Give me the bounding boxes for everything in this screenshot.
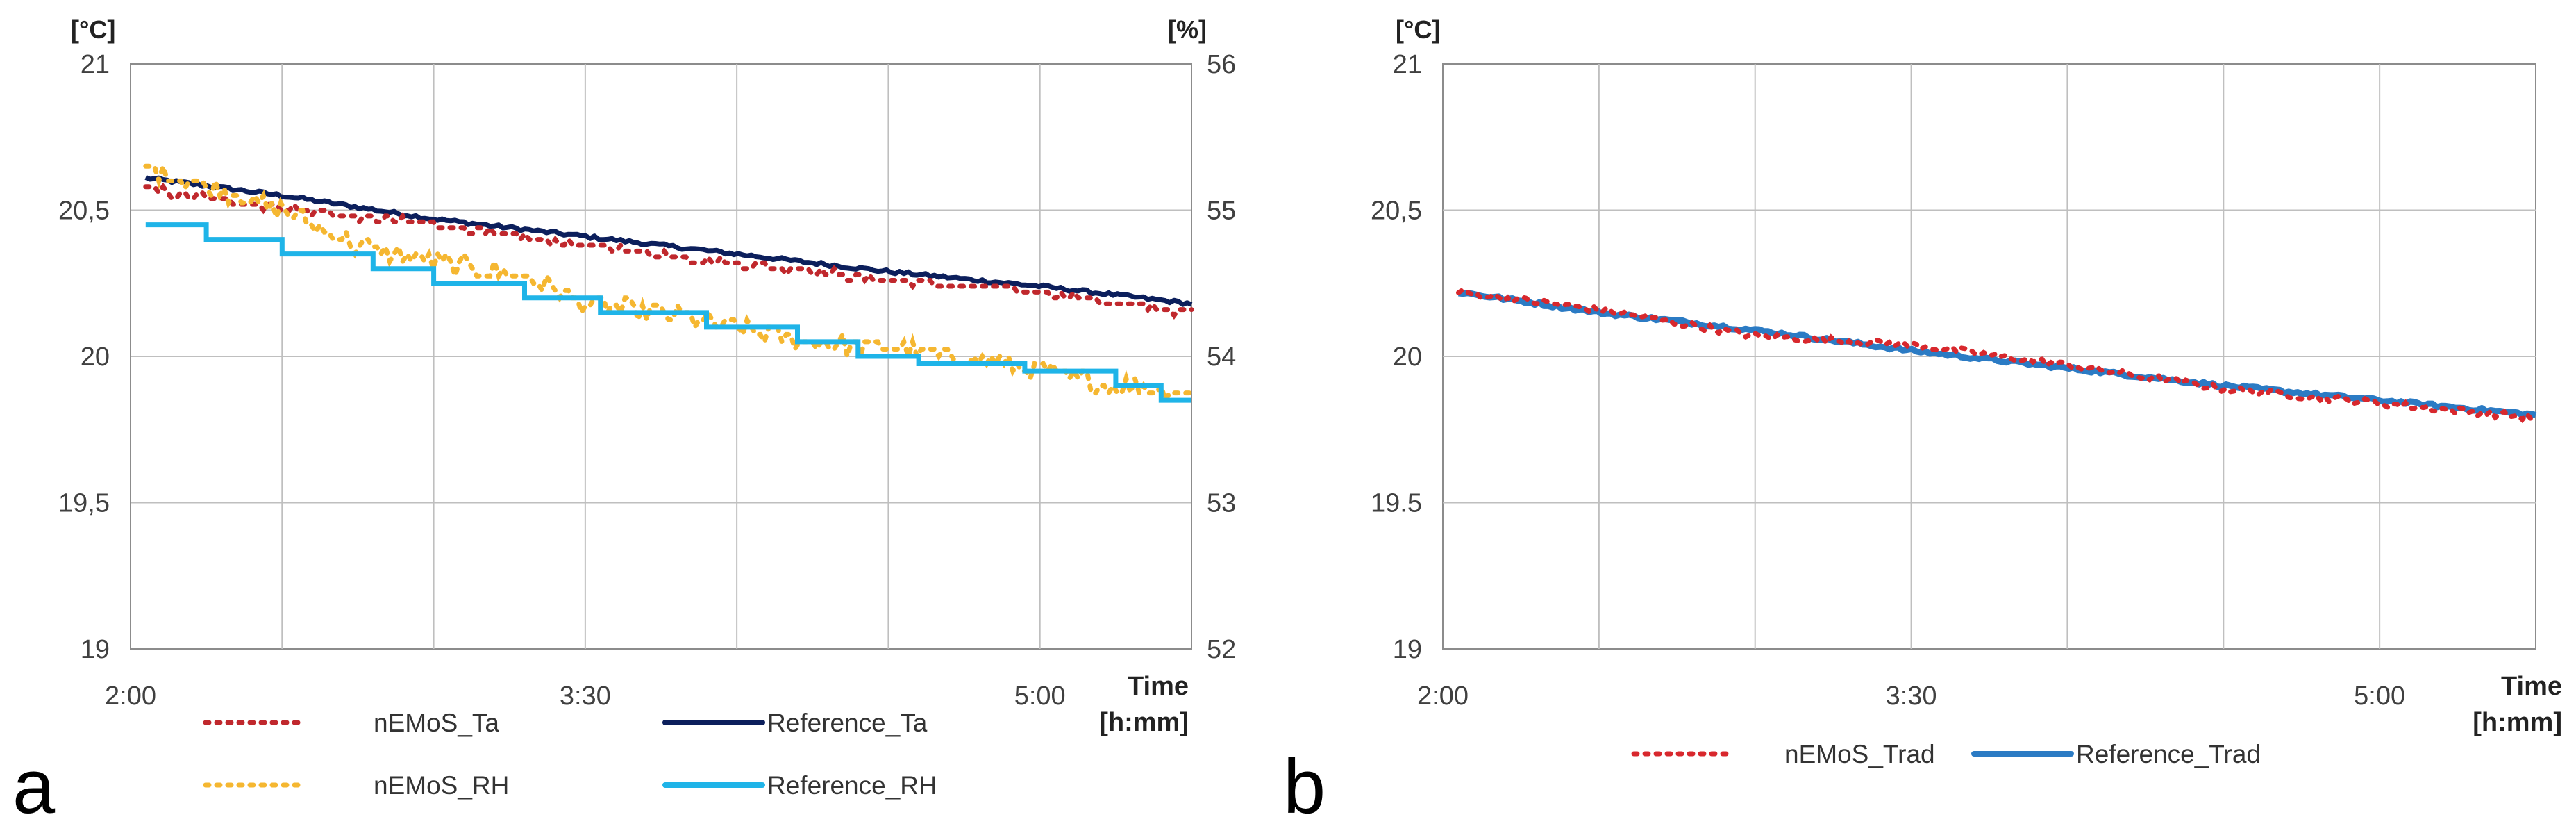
y-left-ticks-a: 19 19,5 20 20,5 21 — [58, 50, 110, 664]
y-left-unit-a: [°C] — [71, 15, 115, 44]
x-axis-title-a-units: [h:mm] — [1099, 708, 1189, 737]
series-line-Reference_RH — [145, 222, 1191, 403]
x-axis-title-b-time: Time — [2501, 672, 2562, 701]
legend-b: nEMoS_Trad Reference_Trad — [1631, 740, 2261, 768]
series-group-a — [143, 157, 1194, 406]
legend-label-nEMoS_Trad: nEMoS_Trad — [1784, 740, 1935, 768]
legend-a: nEMoS_Ta Reference_Ta nEMoS_RH Reference_RH — [203, 709, 937, 800]
y-right-unit-a: [%] — [1168, 15, 1207, 44]
y-right-tick-label: 52 — [1207, 635, 1236, 664]
x-axis-title-b-units: [h:mm] — [2473, 708, 2562, 737]
panel-label-b: b — [1283, 744, 1325, 830]
y-right-tick-label: 55 — [1207, 197, 1236, 226]
y-left-tick-label: 20,5 — [58, 197, 110, 226]
x-ticks-b: 2:00 3:30 5:00 — [1417, 682, 2405, 711]
x-tick-label: 5:00 — [1014, 682, 1066, 711]
x-tick-label: 2:00 — [105, 682, 156, 711]
y-left-tick-label: 20 — [1393, 343, 1422, 372]
series-line-nEMoS_Ta — [143, 182, 1194, 320]
legend-label-Reference_RH: Reference_RH — [767, 771, 937, 800]
chart-panel-a: 19 19,5 20 20,5 21 52 53 54 55 56 2:00 3:30 5:00 [… — [12, 15, 1236, 830]
y-right-tick-label: 54 — [1207, 343, 1236, 372]
legend-label-nEMoS_Ta: nEMoS_Ta — [374, 709, 499, 737]
x-ticks-a: 2:00 3:30 5:00 — [105, 682, 1066, 711]
y-left-tick-label: 19 — [81, 635, 110, 664]
y-left-tick-label: 20,5 — [1371, 197, 1422, 226]
panel-label-a: a — [12, 744, 56, 830]
series-group-b — [1456, 286, 2539, 424]
series-line-Reference_Trad — [1458, 290, 2537, 419]
y-left-tick-label: 19.5 — [1371, 489, 1422, 518]
y-left-unit-b: [°C] — [1396, 15, 1440, 44]
x-tick-label: 3:30 — [1886, 682, 1937, 711]
legend-label-Reference_Ta: Reference_Ta — [767, 709, 928, 737]
legend-label-nEMoS_RH: nEMoS_RH — [374, 771, 509, 800]
y-right-ticks-a: 52 53 54 55 56 — [1207, 50, 1236, 664]
y-left-tick-label: 21 — [81, 50, 110, 79]
y-left-tick-label: 19 — [1393, 635, 1422, 664]
chart-panel-b: 19 19.5 20 20,5 21 2:00 3:30 5:00 [°C] Time [h… — [1283, 15, 2562, 830]
x-tick-label: 2:00 — [1417, 682, 1469, 711]
x-axis-title-a-time: Time — [1128, 672, 1189, 701]
y-left-tick-label: 21 — [1393, 50, 1422, 79]
x-tick-label: 3:30 — [560, 682, 611, 711]
y-left-tick-label: 19,5 — [58, 489, 110, 518]
legend-label-Reference_Trad: Reference_Trad — [2076, 740, 2261, 768]
y-right-tick-label: 53 — [1207, 489, 1236, 518]
series-line-nEMoS_Trad — [1456, 286, 2539, 424]
x-tick-label: 5:00 — [2354, 682, 2405, 711]
y-left-tick-label: 20 — [81, 343, 110, 372]
y-right-tick-label: 56 — [1207, 50, 1236, 79]
series-line-Reference_Ta — [144, 175, 1193, 307]
y-left-ticks-b: 19 19.5 20 20,5 21 — [1371, 50, 1422, 664]
